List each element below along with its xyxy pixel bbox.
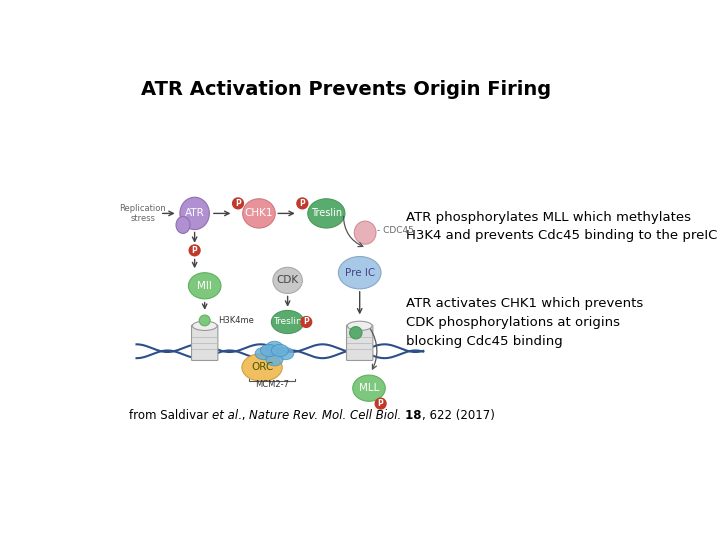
Text: Treslin: Treslin [311, 208, 342, 218]
Text: ORC: ORC [251, 362, 273, 373]
Text: MLL: MLL [359, 383, 379, 393]
FancyArrowPatch shape [343, 216, 363, 247]
Text: P: P [378, 399, 384, 408]
Ellipse shape [261, 345, 277, 356]
Text: P: P [300, 199, 305, 208]
Text: ATR phosphorylates MLL which methylates
H3K4 and prevents Cdc45 binding to the p: ATR phosphorylates MLL which methylates … [406, 211, 718, 242]
Text: P: P [192, 246, 197, 255]
Text: Replication
stress: Replication stress [120, 204, 166, 223]
Ellipse shape [243, 199, 275, 228]
Text: CHK1: CHK1 [245, 208, 273, 218]
Circle shape [233, 198, 243, 209]
Text: Nature Rev. Mol. Cell Biol.: Nature Rev. Mol. Cell Biol. [249, 409, 402, 422]
Ellipse shape [189, 273, 221, 299]
FancyBboxPatch shape [346, 325, 373, 361]
Circle shape [189, 245, 200, 256]
Text: P: P [235, 199, 241, 208]
Circle shape [297, 198, 307, 209]
FancyBboxPatch shape [192, 325, 218, 361]
Circle shape [199, 315, 210, 326]
Text: P: P [303, 318, 309, 327]
Ellipse shape [273, 267, 302, 294]
Text: Treslin: Treslin [274, 318, 302, 327]
Text: ATR Activation Prevents Origin Firing: ATR Activation Prevents Origin Firing [140, 80, 551, 99]
Ellipse shape [338, 256, 381, 289]
Text: CDK: CDK [276, 275, 299, 286]
Ellipse shape [347, 321, 372, 330]
Text: ATR activates CHK1 which prevents
CDK phosphorylations at origins
blocking Cdc45: ATR activates CHK1 which prevents CDK ph… [406, 297, 644, 348]
Text: ATR: ATR [185, 208, 204, 218]
Ellipse shape [176, 217, 190, 233]
FancyArrowPatch shape [371, 329, 377, 369]
Circle shape [301, 316, 312, 327]
Text: et al: et al [212, 409, 238, 422]
Ellipse shape [192, 321, 217, 330]
Text: MII: MII [197, 281, 212, 291]
Ellipse shape [266, 341, 283, 354]
Text: , 622 (2017): , 622 (2017) [422, 409, 495, 422]
Ellipse shape [307, 199, 345, 228]
Ellipse shape [180, 197, 210, 230]
Ellipse shape [271, 345, 289, 356]
Text: from Saldivar: from Saldivar [129, 409, 212, 422]
Ellipse shape [242, 354, 282, 381]
Ellipse shape [354, 221, 376, 244]
Text: MCM2-7: MCM2-7 [255, 380, 289, 389]
Ellipse shape [353, 375, 385, 401]
Circle shape [375, 398, 386, 409]
Ellipse shape [255, 347, 272, 360]
Text: 18: 18 [402, 409, 422, 422]
Text: .,: ., [238, 409, 249, 422]
Circle shape [350, 327, 362, 339]
Text: - CDC45: - CDC45 [377, 226, 413, 235]
Ellipse shape [276, 347, 294, 360]
Text: Pre IC: Pre IC [345, 268, 375, 278]
Text: H3K4me: H3K4me [218, 316, 253, 325]
Ellipse shape [266, 354, 283, 366]
Ellipse shape [271, 310, 304, 334]
